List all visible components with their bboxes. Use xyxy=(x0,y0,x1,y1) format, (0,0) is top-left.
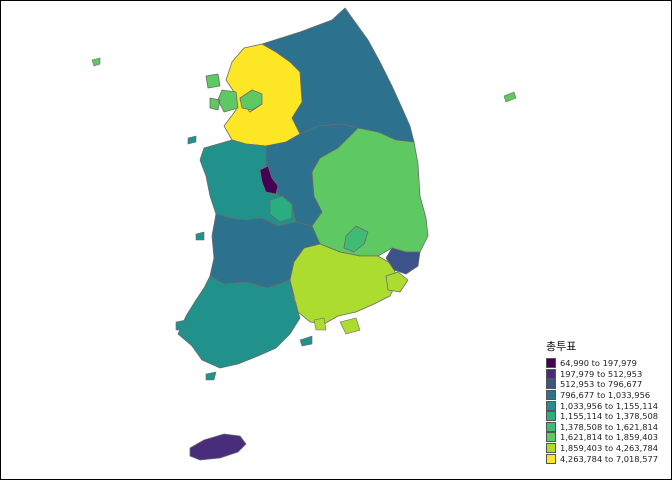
legend-label: 4,263,784 to 7,018,577 xyxy=(560,453,659,464)
island-sw-2 xyxy=(205,371,217,381)
legend-label: 1,378,508 to 1,621,814 xyxy=(560,421,659,432)
legend-label: 796,677 to 1,033,956 xyxy=(560,390,651,401)
region-daegu xyxy=(343,225,369,253)
island-namhae xyxy=(313,317,327,331)
legend-swatch xyxy=(546,358,556,369)
legend-swatch xyxy=(546,443,556,454)
legend-swatch xyxy=(546,368,556,379)
legend-label: 64,990 to 197,979 xyxy=(560,358,637,369)
legend-swatch xyxy=(546,400,556,411)
region-jeju xyxy=(189,433,247,461)
legend-items: 64,990 to 197,979 197,979 to 512,953 512,9… xyxy=(546,358,658,464)
legend-swatch xyxy=(546,421,556,432)
legend-item: 1,155,114 to 1,378,508 xyxy=(546,411,658,422)
region-seoul xyxy=(239,89,263,111)
island-w-1 xyxy=(187,135,197,145)
legend-swatch xyxy=(546,432,556,443)
region-gyeongnam xyxy=(289,243,399,325)
legend-label: 1,859,403 to 4,263,784 xyxy=(560,443,659,454)
region-ulsan xyxy=(385,247,421,275)
region-busan xyxy=(385,271,409,293)
legend-title: 총투표 xyxy=(546,340,577,353)
region-jeonnam xyxy=(177,275,301,369)
legend-swatch xyxy=(546,379,556,390)
legend-item: 197,979 to 512,953 xyxy=(546,368,658,380)
island-ulleung xyxy=(503,91,517,103)
island-geoje xyxy=(339,317,361,335)
legend-swatch xyxy=(546,453,556,464)
legend-label: 197,979 to 512,953 xyxy=(560,368,643,379)
legend-item: 512,953 to 796,677 xyxy=(546,379,658,390)
legend-item: 1,378,508 to 1,621,814 xyxy=(546,421,659,433)
minor-islands xyxy=(91,57,517,381)
legend-label: 1,033,956 to 1,155,114 xyxy=(560,400,659,411)
island-baengnyeong xyxy=(91,57,101,67)
legend-item: 1,033,956 to 1,155,114 xyxy=(546,400,658,411)
island-s-1 xyxy=(299,335,313,347)
legend-item: 1,621,814 to 1,859,403 xyxy=(546,432,658,443)
region-daejeon xyxy=(269,195,293,223)
legend-label: 1,621,814 to 1,859,403 xyxy=(560,432,659,443)
legend-label: 512,953 to 796,677 xyxy=(560,379,643,390)
region-sejong xyxy=(259,165,279,195)
island-sw-1 xyxy=(175,319,187,331)
legend-item: 1,859,403 to 4,263,784 xyxy=(546,443,658,454)
region-incheon xyxy=(205,73,239,113)
legend-swatch xyxy=(546,411,556,422)
legend-item: 796,677 to 1,033,956 xyxy=(546,390,658,401)
island-w-2 xyxy=(195,231,205,241)
legend-swatch xyxy=(546,390,556,401)
legend-item: 64,990 to 197,979 xyxy=(546,358,658,369)
legend-item: 4,263,784 to 7,018,577 xyxy=(546,453,658,464)
legend-label: 1,155,114 to 1,378,508 xyxy=(560,411,659,422)
legend: 총투표 64,990 to 197,979 197,979 to 512,953 5… xyxy=(546,340,658,464)
